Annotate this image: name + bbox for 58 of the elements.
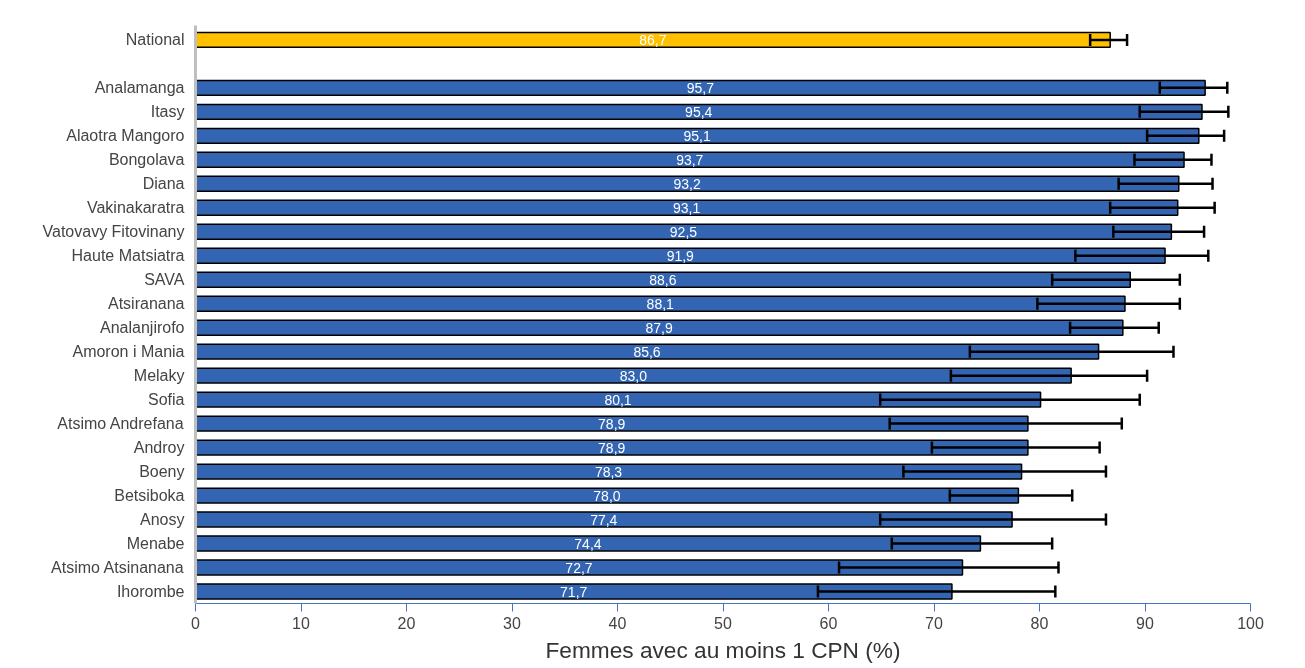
data-label: 78,0 (593, 487, 621, 504)
x-tick-label: 90 (1136, 614, 1154, 632)
y-tick-label: Bongolava (108, 151, 185, 169)
data-label: 95,1 (683, 127, 711, 144)
y-tick-label: Sofia (148, 391, 185, 409)
data-label: 78,3 (594, 463, 623, 480)
data-label: 87,9 (645, 319, 674, 336)
x-tick-label: 30 (503, 614, 521, 632)
x-tick-label: 50 (714, 614, 732, 632)
x-tick-label: 100 (1237, 614, 1264, 632)
data-label: 77,4 (590, 511, 618, 528)
y-tick-label: Melaky (133, 367, 185, 385)
data-label: 93,7 (676, 151, 704, 168)
data-label: 93,1 (672, 199, 701, 216)
y-tick-label: Ihorombe (116, 583, 185, 601)
y-tick-label: Atsimo Atsinanana (51, 559, 184, 577)
y-tick-label: Menabe (126, 535, 185, 553)
data-label: 71,7 (560, 583, 588, 600)
y-tick-label: Vakinakaratra (86, 199, 185, 217)
y-tick-label: Boeny (139, 463, 185, 481)
x-tick-label: 20 (397, 614, 416, 632)
data-label: 78,9 (598, 415, 626, 432)
y-tick-label: Amoron i Mania (72, 343, 185, 361)
y-tick-label: Androy (133, 439, 185, 457)
data-label: 95,7 (686, 79, 715, 96)
x-axis-title: Femmes avec au moins 1 CPN (%) (545, 636, 901, 663)
y-tick-label: Atsiranana (108, 295, 185, 313)
data-label: 92,5 (669, 223, 698, 240)
y-tick-label: Itasy (150, 103, 185, 121)
y-tick-label: SAVA (144, 271, 185, 289)
data-label: 95,4 (685, 103, 713, 120)
x-tick-label: 40 (608, 614, 627, 632)
data-label: 88,1 (646, 295, 675, 312)
y-tick-label: Atsimo Andrefana (57, 415, 184, 433)
y-tick-label: Diana (142, 175, 185, 193)
y-tick-label: Analamanga (94, 79, 185, 97)
data-label: 72,7 (565, 559, 593, 576)
data-label: 85,6 (633, 343, 661, 360)
x-tick-label: 0 (191, 614, 201, 632)
x-tick-label: 10 (292, 614, 310, 632)
data-label: 86,7 (639, 31, 667, 48)
data-label: 91,9 (666, 247, 695, 264)
y-tick-label: Vatovavy Fitovinany (42, 223, 185, 241)
y-tick-label: Alaotra Mangoro (66, 127, 185, 145)
data-label: 83,0 (619, 367, 648, 384)
data-label: 80,1 (604, 391, 632, 408)
x-tick-label: 60 (819, 614, 838, 632)
x-tick-label: 80 (1030, 614, 1049, 632)
y-tick-label: Betsiboka (114, 487, 185, 505)
y-tick-label: Haute Matsiatra (71, 247, 185, 265)
data-label: 74,4 (574, 535, 602, 552)
data-label: 88,6 (649, 271, 677, 288)
data-label: 93,2 (673, 175, 701, 192)
y-tick-label: Anosy (140, 511, 185, 529)
y-tick-label: National (125, 31, 185, 49)
data-label: 78,9 (598, 439, 626, 456)
y-tick-label: Analanjirofo (100, 319, 185, 337)
x-tick-label: 70 (925, 614, 943, 632)
